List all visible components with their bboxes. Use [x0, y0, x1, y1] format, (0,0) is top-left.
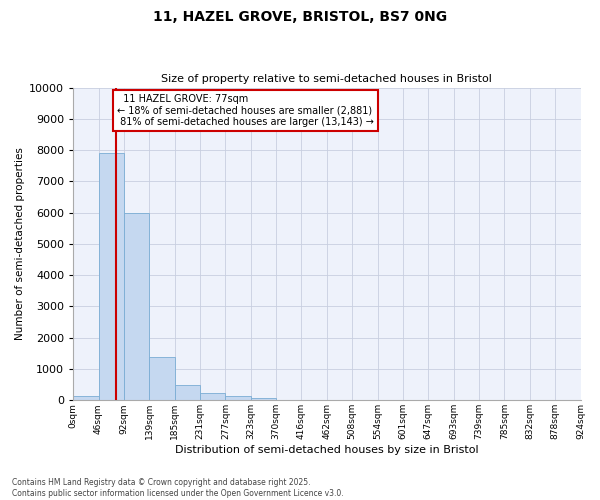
Bar [98, 153, 124, 400]
Bar [251, 398, 276, 400]
Bar [73, 396, 98, 400]
Text: 11, HAZEL GROVE, BRISTOL, BS7 0NG: 11, HAZEL GROVE, BRISTOL, BS7 0NG [153, 10, 447, 24]
X-axis label: Distribution of semi-detached houses by size in Bristol: Distribution of semi-detached houses by … [175, 445, 479, 455]
Text: Contains HM Land Registry data © Crown copyright and database right 2025.
Contai: Contains HM Land Registry data © Crown c… [12, 478, 344, 498]
Y-axis label: Number of semi-detached properties: Number of semi-detached properties [15, 148, 25, 340]
Text: 11 HAZEL GROVE: 77sqm
← 18% of semi-detached houses are smaller (2,881)
 81% of : 11 HAZEL GROVE: 77sqm ← 18% of semi-deta… [117, 94, 374, 127]
Bar [200, 394, 226, 400]
Title: Size of property relative to semi-detached houses in Bristol: Size of property relative to semi-detach… [161, 74, 492, 84]
Bar [226, 396, 251, 400]
Bar [149, 356, 175, 401]
Bar [175, 384, 200, 400]
Bar [124, 212, 149, 400]
